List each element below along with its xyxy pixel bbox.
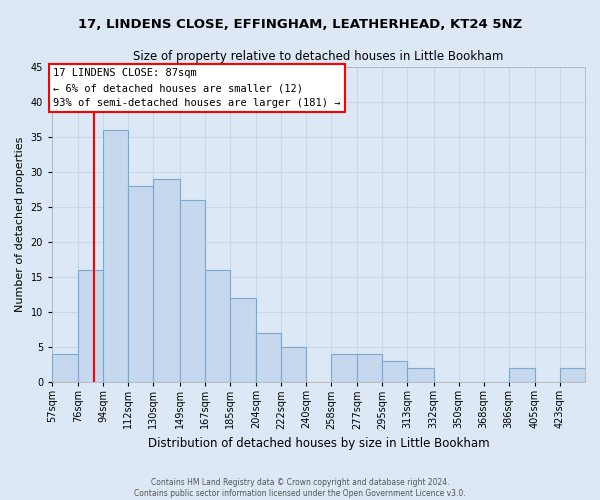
Bar [103,130,128,382]
Bar [52,354,79,382]
Text: Contains HM Land Registry data © Crown copyright and database right 2024.
Contai: Contains HM Land Registry data © Crown c… [134,478,466,498]
X-axis label: Distribution of detached houses by size in Little Bookham: Distribution of detached houses by size … [148,437,490,450]
Bar [509,368,535,382]
Bar [154,179,180,382]
Bar [79,270,103,382]
Bar [560,368,585,382]
Bar [180,200,205,382]
Bar [281,347,306,382]
Bar [407,368,434,382]
Bar [256,333,281,382]
Text: 17 LINDENS CLOSE: 87sqm
← 6% of detached houses are smaller (12)
93% of semi-det: 17 LINDENS CLOSE: 87sqm ← 6% of detached… [53,68,341,108]
Bar [230,298,256,382]
Bar [128,186,154,382]
Title: Size of property relative to detached houses in Little Bookham: Size of property relative to detached ho… [133,50,504,63]
Y-axis label: Number of detached properties: Number of detached properties [15,137,25,312]
Bar [382,361,407,382]
Bar [205,270,230,382]
Text: 17, LINDENS CLOSE, EFFINGHAM, LEATHERHEAD, KT24 5NZ: 17, LINDENS CLOSE, EFFINGHAM, LEATHERHEA… [78,18,522,30]
Bar [331,354,358,382]
Bar [358,354,382,382]
